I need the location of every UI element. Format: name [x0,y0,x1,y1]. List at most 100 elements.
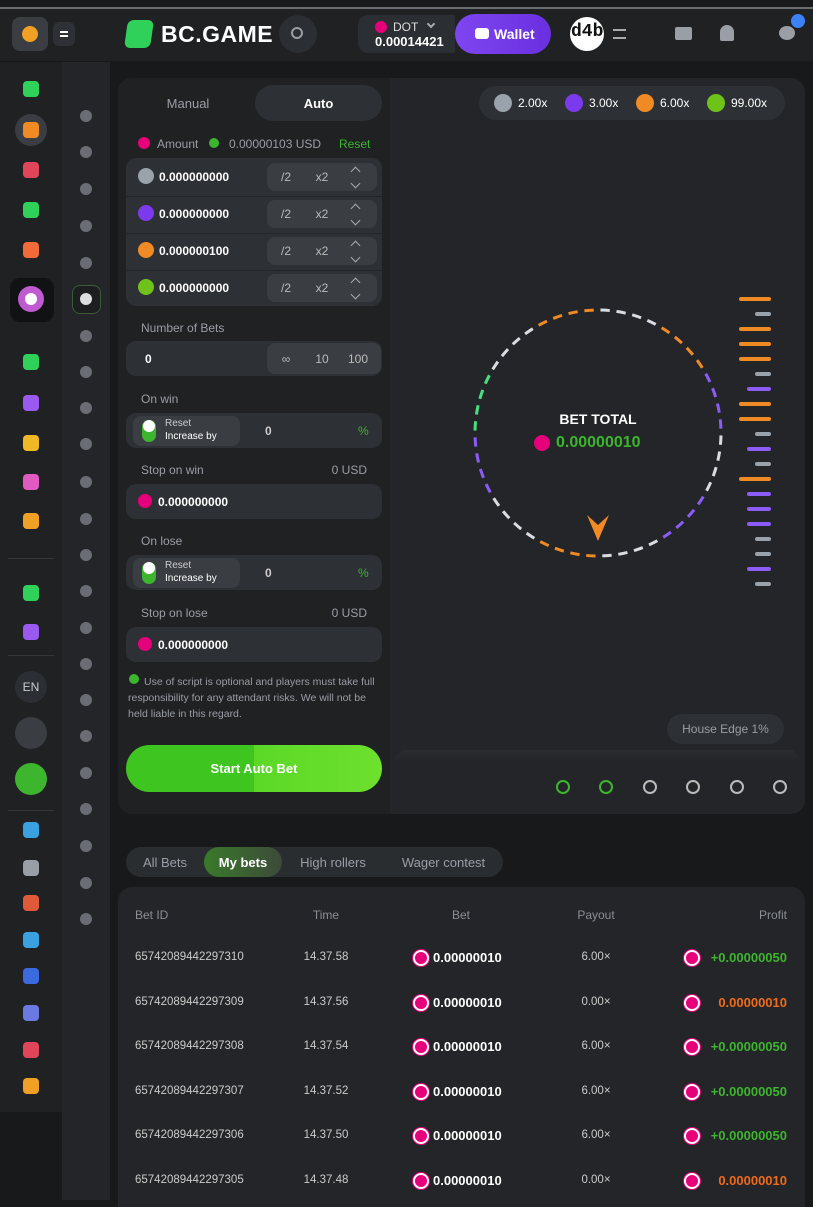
nav-icon[interactable] [23,932,39,948]
nav-icon[interactable] [23,585,39,601]
game-nav-icon[interactable] [80,110,92,122]
theme-button[interactable] [15,717,47,749]
payout: 0.00× [581,1173,611,1186]
game-nav-icon[interactable] [80,257,92,269]
game-nav-icon[interactable] [80,330,92,342]
condition-value[interactable]: 0 [265,566,272,580]
wallet-button[interactable] [455,14,551,54]
nav-icon[interactable] [23,354,39,370]
bell-icon[interactable] [720,25,734,41]
game-nav-icon[interactable] [80,840,92,852]
half-button[interactable]: /2 [280,170,291,184]
bet-tab[interactable]: All Bets [142,855,188,870]
game-tool-icon[interactable] [730,780,744,794]
nav-icon[interactable] [23,624,39,640]
double-button[interactable]: x2 [315,281,329,295]
avatar[interactable] [570,17,604,51]
game-nav-icon[interactable] [80,549,92,561]
game-nav-icon[interactable] [80,513,92,525]
balance-box[interactable] [358,15,455,53]
nav-icon[interactable] [23,395,39,411]
bet-amount[interactable]: 0.000000000 [159,170,230,184]
bet-amount[interactable]: 0.000000100 [159,244,230,258]
game-nav-icon[interactable] [80,476,92,488]
bet-id[interactable]: 65742089442297308 [135,1040,244,1052]
game-nav-icon[interactable] [80,730,92,742]
stop-input[interactable] [126,627,382,662]
double-button[interactable]: x2 [315,170,329,184]
bet-tab-active[interactable] [204,847,282,877]
game-tool-icon[interactable] [643,780,657,794]
menu-button[interactable] [53,22,75,46]
support-button[interactable] [15,763,47,795]
bet-id[interactable]: 65742089442297306 [135,1129,244,1141]
nav-icon[interactable] [23,968,39,984]
nav-icon[interactable] [23,162,39,178]
game-nav-icon[interactable] [80,694,92,706]
game-nav-icon[interactable] [80,146,92,158]
bet-tab[interactable]: Wager contest [401,855,486,870]
bet-id[interactable]: 65742089442297310 [135,951,244,963]
reset-link[interactable]: Reset [339,137,371,151]
bet-id[interactable]: 65742089442297307 [135,1084,244,1097]
dot-coin-icon [413,1039,429,1055]
game-nav-icon[interactable] [80,913,92,925]
game-nav-icon[interactable] [80,402,92,414]
bet-id[interactable]: 65742089442297309 [135,995,244,1008]
mode-tab[interactable]: Manual [166,96,210,111]
nav-icon[interactable] [23,895,39,911]
game-tool-icon[interactable] [556,780,570,794]
bet-tab[interactable]: My bets [218,855,268,870]
nav-icon[interactable] [23,1042,39,1058]
language-button[interactable] [15,671,47,703]
game-nav-icon[interactable] [80,877,92,889]
game-tool-icon[interactable] [599,780,613,794]
nav-icon[interactable] [23,1078,39,1094]
game-tool-icon[interactable] [773,780,787,794]
nav-icon[interactable] [23,81,39,97]
half-button[interactable]: /2 [280,281,291,295]
start-button[interactable] [126,745,382,792]
game-nav-icon[interactable] [80,767,92,779]
game-nav-icon[interactable] [80,438,92,450]
nav-icon[interactable] [23,822,39,838]
game-nav-icon[interactable] [80,803,92,815]
nav-icon[interactable] [23,1005,39,1021]
game-nav-icon[interactable] [80,585,92,597]
user-menu-icon[interactable] [613,29,626,39]
mode-tab[interactable]: Auto [303,96,334,111]
double-button[interactable]: x2 [315,244,329,258]
half-button[interactable]: /2 [280,244,291,258]
game-nav-icon[interactable] [80,622,92,634]
nav-icon[interactable] [23,122,39,138]
game-tool-icon[interactable] [686,780,700,794]
nav-icon[interactable] [23,860,39,876]
nav-icon[interactable] [23,474,39,490]
mail-icon[interactable] [675,27,692,40]
column-header: Profit [758,908,787,922]
nav-icon[interactable] [23,513,39,529]
number-option[interactable]: 100 [347,352,369,366]
nav-icon[interactable] [23,435,39,451]
bet-id[interactable]: 65742089442297305 [135,1173,244,1186]
nav-icon[interactable] [23,202,39,218]
chat-icon[interactable] [779,26,795,40]
half-button[interactable]: /2 [280,207,291,221]
nav-divider [8,558,54,559]
mode-tab-active[interactable] [255,85,382,121]
stop-input[interactable] [126,484,382,519]
bet-amount[interactable]: 0.000000000 [159,281,230,295]
bet-tab[interactable]: High rollers [300,855,366,870]
nav-icon[interactable] [23,242,39,258]
stop-coin [138,494,152,508]
condition-value[interactable]: 0 [265,424,272,438]
game-nav-icon[interactable] [80,366,92,378]
bet-amount[interactable]: 0.000000000 [159,207,230,221]
number-option[interactable]: 10 [315,352,329,366]
game-nav-icon[interactable] [80,220,92,232]
condition-unit: % [358,566,369,580]
game-nav-icon[interactable] [80,658,92,670]
game-nav-icon[interactable] [80,183,92,195]
double-button[interactable]: x2 [315,207,329,221]
number-option[interactable]: ∞ [281,352,291,366]
